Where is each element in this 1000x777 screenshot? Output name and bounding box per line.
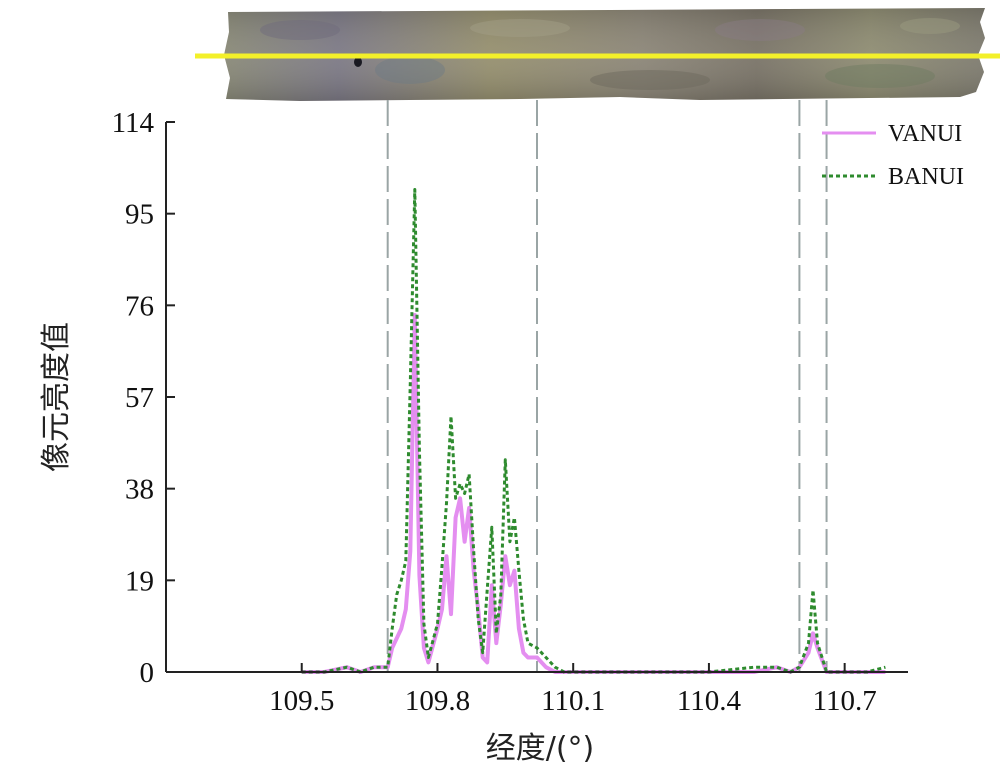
series-line-banui xyxy=(301,188,886,674)
series-layer xyxy=(301,188,886,674)
x-axis-title: 经度/(°) xyxy=(486,731,595,766)
y-tick-label: 0 xyxy=(140,657,155,689)
x-tick-label: 110.7 xyxy=(813,685,877,717)
y-tick-label: 19 xyxy=(125,565,154,597)
legend-label-banui: BANUI xyxy=(888,164,964,190)
y-tick-label: 76 xyxy=(125,290,154,322)
y-ticks: 0 19 38 57 76 95 114 xyxy=(112,107,175,689)
y-tick-label: 95 xyxy=(125,199,154,231)
y-axis-title: 像元亮度值 xyxy=(39,322,74,472)
y-tick-label: 57 xyxy=(125,382,154,414)
legend: VANUI BANUI xyxy=(822,121,964,190)
y-tick-label: 38 xyxy=(125,474,154,506)
y-tick-label: 114 xyxy=(112,107,155,139)
x-tick-label: 110.4 xyxy=(677,685,742,717)
x-ticks: 109.5 109.8 110.1 110.4 110.7 xyxy=(269,663,877,717)
plot-area: 0 19 38 57 76 95 114 109.5 109.8 110.1 110.4 110.7 xyxy=(112,100,908,717)
x-tick-label: 109.8 xyxy=(405,685,470,717)
x-tick-label: 109.5 xyxy=(269,685,334,717)
x-tick-label: 110.1 xyxy=(541,685,605,717)
legend-label-vanui: VANUI xyxy=(888,121,962,147)
series-line-vanui xyxy=(301,313,886,674)
reference-lines xyxy=(386,100,828,672)
